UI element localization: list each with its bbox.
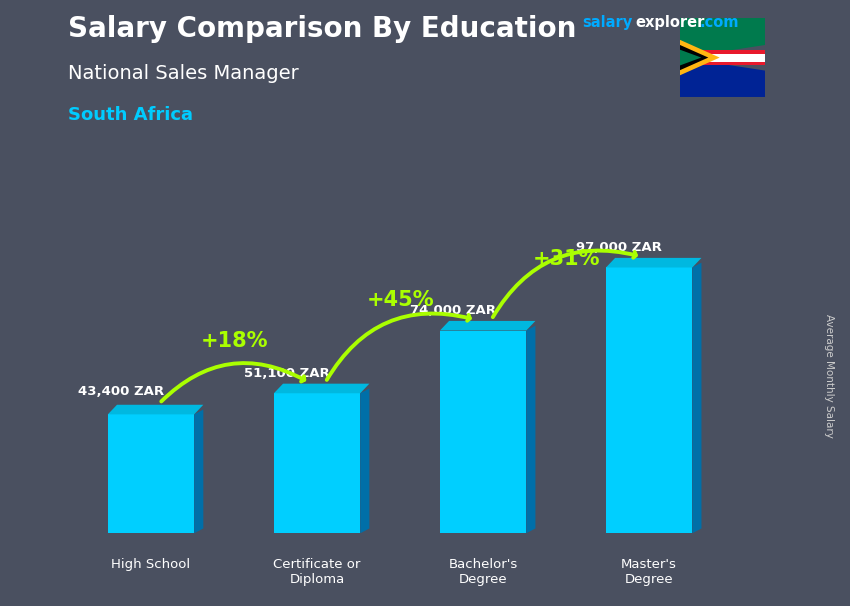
FancyArrowPatch shape	[493, 250, 636, 317]
Polygon shape	[680, 18, 765, 58]
Text: Salary Comparison By Education: Salary Comparison By Education	[68, 15, 576, 43]
Polygon shape	[360, 388, 370, 533]
FancyArrowPatch shape	[326, 313, 470, 380]
Polygon shape	[680, 50, 701, 65]
Text: National Sales Manager: National Sales Manager	[68, 64, 298, 82]
Text: 51,100 ZAR: 51,100 ZAR	[244, 367, 330, 379]
Polygon shape	[680, 58, 765, 97]
Polygon shape	[606, 258, 701, 267]
Polygon shape	[680, 40, 720, 75]
Text: High School: High School	[111, 558, 190, 571]
Bar	[680, 53, 765, 62]
Polygon shape	[108, 405, 203, 415]
FancyBboxPatch shape	[606, 267, 693, 533]
Text: South Africa: South Africa	[68, 106, 193, 124]
Polygon shape	[194, 410, 203, 533]
Text: explorer: explorer	[636, 15, 705, 30]
Text: salary: salary	[582, 15, 632, 30]
Polygon shape	[680, 45, 708, 70]
Text: Bachelor's
Degree: Bachelor's Degree	[449, 558, 518, 586]
Text: Certificate or
Diploma: Certificate or Diploma	[274, 558, 360, 586]
FancyBboxPatch shape	[440, 330, 526, 533]
Text: Average Monthly Salary: Average Monthly Salary	[824, 314, 834, 438]
Text: .com: .com	[700, 15, 739, 30]
Text: +18%: +18%	[201, 331, 268, 351]
Polygon shape	[693, 262, 701, 533]
Text: 43,400 ZAR: 43,400 ZAR	[78, 385, 164, 398]
Polygon shape	[440, 321, 536, 330]
Bar	[680, 50, 765, 65]
Text: 74,000 ZAR: 74,000 ZAR	[411, 304, 496, 317]
Text: +45%: +45%	[366, 290, 434, 310]
FancyBboxPatch shape	[108, 415, 194, 533]
Text: 97,000 ZAR: 97,000 ZAR	[576, 241, 662, 254]
FancyArrowPatch shape	[162, 363, 304, 401]
Polygon shape	[526, 325, 536, 533]
Text: +31%: +31%	[532, 249, 600, 269]
Text: Master's
Degree: Master's Degree	[621, 558, 677, 586]
FancyBboxPatch shape	[274, 393, 360, 533]
Polygon shape	[274, 384, 370, 393]
